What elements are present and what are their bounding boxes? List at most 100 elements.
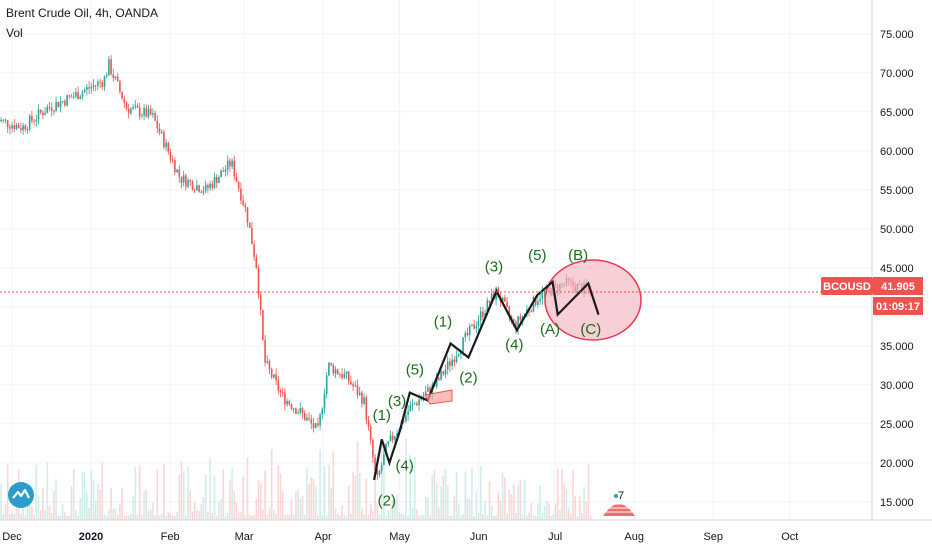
volume-bar xyxy=(284,515,286,520)
last-price-text: 41.905 xyxy=(881,281,915,293)
volume-bar xyxy=(222,468,225,520)
y-tick-label: 25.000 xyxy=(880,419,914,431)
volume-bar xyxy=(576,515,579,520)
wave-label[interactable]: (3) xyxy=(388,393,406,410)
wave-label[interactable]: (2) xyxy=(378,493,396,510)
candle-body xyxy=(270,369,273,378)
candle-body xyxy=(165,142,167,148)
candle-body xyxy=(358,392,361,395)
candle-body xyxy=(90,87,93,89)
volume-bar xyxy=(275,513,277,520)
volume-bar xyxy=(176,511,178,520)
candle-body xyxy=(449,361,451,366)
wave-label[interactable]: (1) xyxy=(434,313,452,330)
candle-body xyxy=(380,465,383,471)
candle-body xyxy=(383,454,385,466)
wave-label[interactable]: (B) xyxy=(568,247,588,264)
flag-volume-icon[interactable] xyxy=(603,494,635,516)
volume-bar xyxy=(398,511,401,520)
volume-bar xyxy=(532,515,535,520)
volume-bar xyxy=(396,495,398,520)
volume-bar xyxy=(277,465,280,520)
candle-body xyxy=(504,297,506,302)
volume-bar xyxy=(11,512,13,520)
volume-bar xyxy=(46,462,49,520)
volume-bar xyxy=(61,504,64,520)
candle-body xyxy=(204,184,207,192)
wave-label[interactable]: (A) xyxy=(540,321,560,338)
candle-body xyxy=(343,373,346,378)
wave-label[interactable]: (5) xyxy=(528,247,546,264)
volume-bar xyxy=(391,499,394,520)
volume-bar xyxy=(440,486,442,520)
volume-bar xyxy=(565,489,568,520)
candle-body xyxy=(138,107,141,117)
candle-body xyxy=(321,408,324,415)
volume-bar xyxy=(433,470,436,520)
candle-body xyxy=(70,96,73,98)
volume-bar xyxy=(400,513,403,520)
volume-bar xyxy=(334,508,337,520)
candle-body xyxy=(229,160,231,167)
volume-bar xyxy=(297,489,299,520)
candle-body xyxy=(314,423,317,428)
wave-label[interactable]: (C) xyxy=(580,321,601,338)
volume-bar xyxy=(81,471,84,520)
candle-body xyxy=(134,105,137,107)
candle-body xyxy=(385,443,387,455)
volume-bar xyxy=(378,514,381,520)
volume-bar xyxy=(488,481,491,520)
volume-bar xyxy=(154,515,156,520)
wave-label[interactable]: (2) xyxy=(459,369,477,386)
wave-label[interactable]: (3) xyxy=(485,259,503,276)
volume-bar xyxy=(389,509,392,520)
volume-bar xyxy=(251,515,253,520)
volume-bar xyxy=(339,515,341,520)
candle-body xyxy=(339,374,341,376)
candle-body xyxy=(286,401,288,405)
volume-bar xyxy=(435,483,438,520)
volume-bar xyxy=(457,503,460,520)
candle-body xyxy=(66,95,68,106)
time-axis[interactable]: Dec 2020 Feb Mar Apr May Jun Jul Aug Sep Oct xyxy=(2,531,798,543)
volume-bar xyxy=(510,493,513,520)
volume-bar xyxy=(75,510,77,520)
volume-bar xyxy=(554,503,557,520)
volume-bar xyxy=(229,480,231,520)
candle-body xyxy=(374,457,376,470)
volume-bar xyxy=(455,471,458,520)
volume-bar xyxy=(270,448,273,520)
candle-body xyxy=(402,420,405,422)
volume-bar xyxy=(152,502,154,520)
candle-body xyxy=(61,101,64,103)
countdown-text: 01:09:17 xyxy=(876,301,920,313)
volume-bar xyxy=(444,468,447,520)
candle-body xyxy=(530,311,533,313)
wave-label[interactable]: (4) xyxy=(505,337,523,354)
volume-bar xyxy=(541,513,544,520)
wave-label[interactable]: (1) xyxy=(373,407,391,424)
wave-label[interactable]: (5) xyxy=(406,362,424,379)
price-axis[interactable]: 15.00020.00025.00030.00035.00040.00045.0… xyxy=(880,29,914,509)
volume-bar xyxy=(255,498,258,520)
candle-body xyxy=(44,112,46,116)
volume-bar xyxy=(262,509,264,520)
tradingview-logo-icon[interactable] xyxy=(8,482,34,508)
volume-bar xyxy=(20,513,22,520)
wave-label[interactable]: (4) xyxy=(396,458,414,475)
candle-body xyxy=(97,81,99,86)
volume-bar xyxy=(585,501,588,520)
volume-bar xyxy=(407,515,409,520)
symbol-title[interactable]: Brent Crude Oil, 4h, OANDA xyxy=(6,6,159,20)
volume-bar xyxy=(39,510,42,520)
candle-body xyxy=(468,326,471,336)
volume-label[interactable]: Vol xyxy=(6,26,23,40)
candle-body xyxy=(308,417,310,420)
wedge-drawing[interactable] xyxy=(424,389,453,405)
volume-bar xyxy=(13,513,16,520)
elliott-wave-line[interactable] xyxy=(373,279,600,481)
x-tick-label: Apr xyxy=(315,531,332,543)
volume-bar xyxy=(530,502,533,520)
candle-body xyxy=(145,107,148,117)
